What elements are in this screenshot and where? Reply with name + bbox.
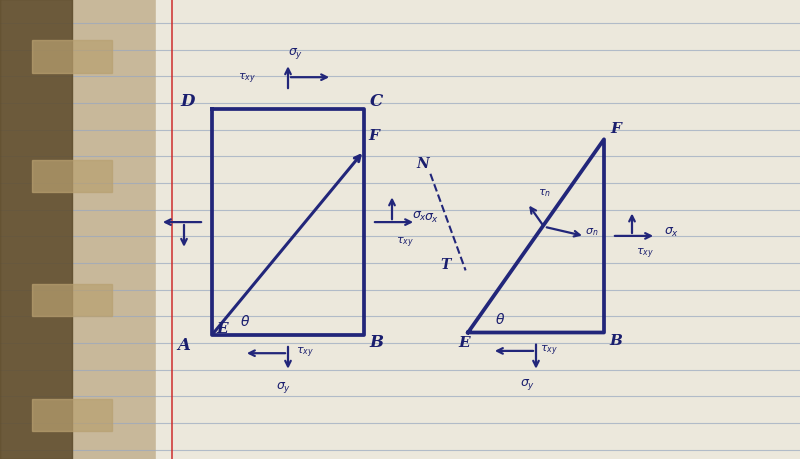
Text: $\sigma_x$: $\sigma_x$ (413, 209, 427, 222)
Text: $\sigma_y$: $\sigma_y$ (276, 379, 292, 394)
Bar (32, 41, 112, 73)
Text: $\tau_{xy}$: $\tau_{xy}$ (396, 235, 414, 249)
Text: F: F (610, 122, 622, 136)
Text: $\tau_{xy}$: $\tau_{xy}$ (296, 345, 314, 359)
Text: N: N (416, 157, 429, 171)
Text: A: A (178, 336, 190, 353)
Text: $\tau_{xy}$: $\tau_{xy}$ (238, 72, 256, 86)
Text: $\tau_n$: $\tau_n$ (538, 187, 551, 199)
Text: E: E (216, 322, 228, 336)
Text: $\sigma_x$: $\sigma_x$ (424, 211, 439, 224)
Bar (156, 0, 800, 459)
Text: F: F (368, 129, 379, 143)
Text: $\sigma_n$: $\sigma_n$ (586, 226, 599, 238)
Text: $\sigma_y$: $\sigma_y$ (520, 377, 536, 392)
Text: $\tau_{xy}$: $\tau_{xy}$ (540, 342, 558, 357)
Text: $\sigma_y$: $\sigma_y$ (288, 46, 304, 61)
Text: $\theta$: $\theta$ (241, 313, 250, 328)
Text: B: B (369, 334, 383, 351)
Text: E: E (458, 336, 470, 350)
Bar (0, 0, 156, 459)
Bar (32, 161, 112, 193)
Text: C: C (370, 93, 382, 110)
Bar (0, 0, 72, 459)
Text: $\sigma_x$: $\sigma_x$ (664, 225, 679, 238)
Text: D: D (181, 93, 195, 110)
Text: B: B (610, 333, 622, 347)
Bar (32, 285, 112, 317)
Text: T: T (441, 257, 450, 272)
Bar (32, 399, 112, 431)
Text: $\tau_{xy}$: $\tau_{xy}$ (636, 246, 654, 261)
Text: $\theta$: $\theta$ (495, 312, 505, 327)
